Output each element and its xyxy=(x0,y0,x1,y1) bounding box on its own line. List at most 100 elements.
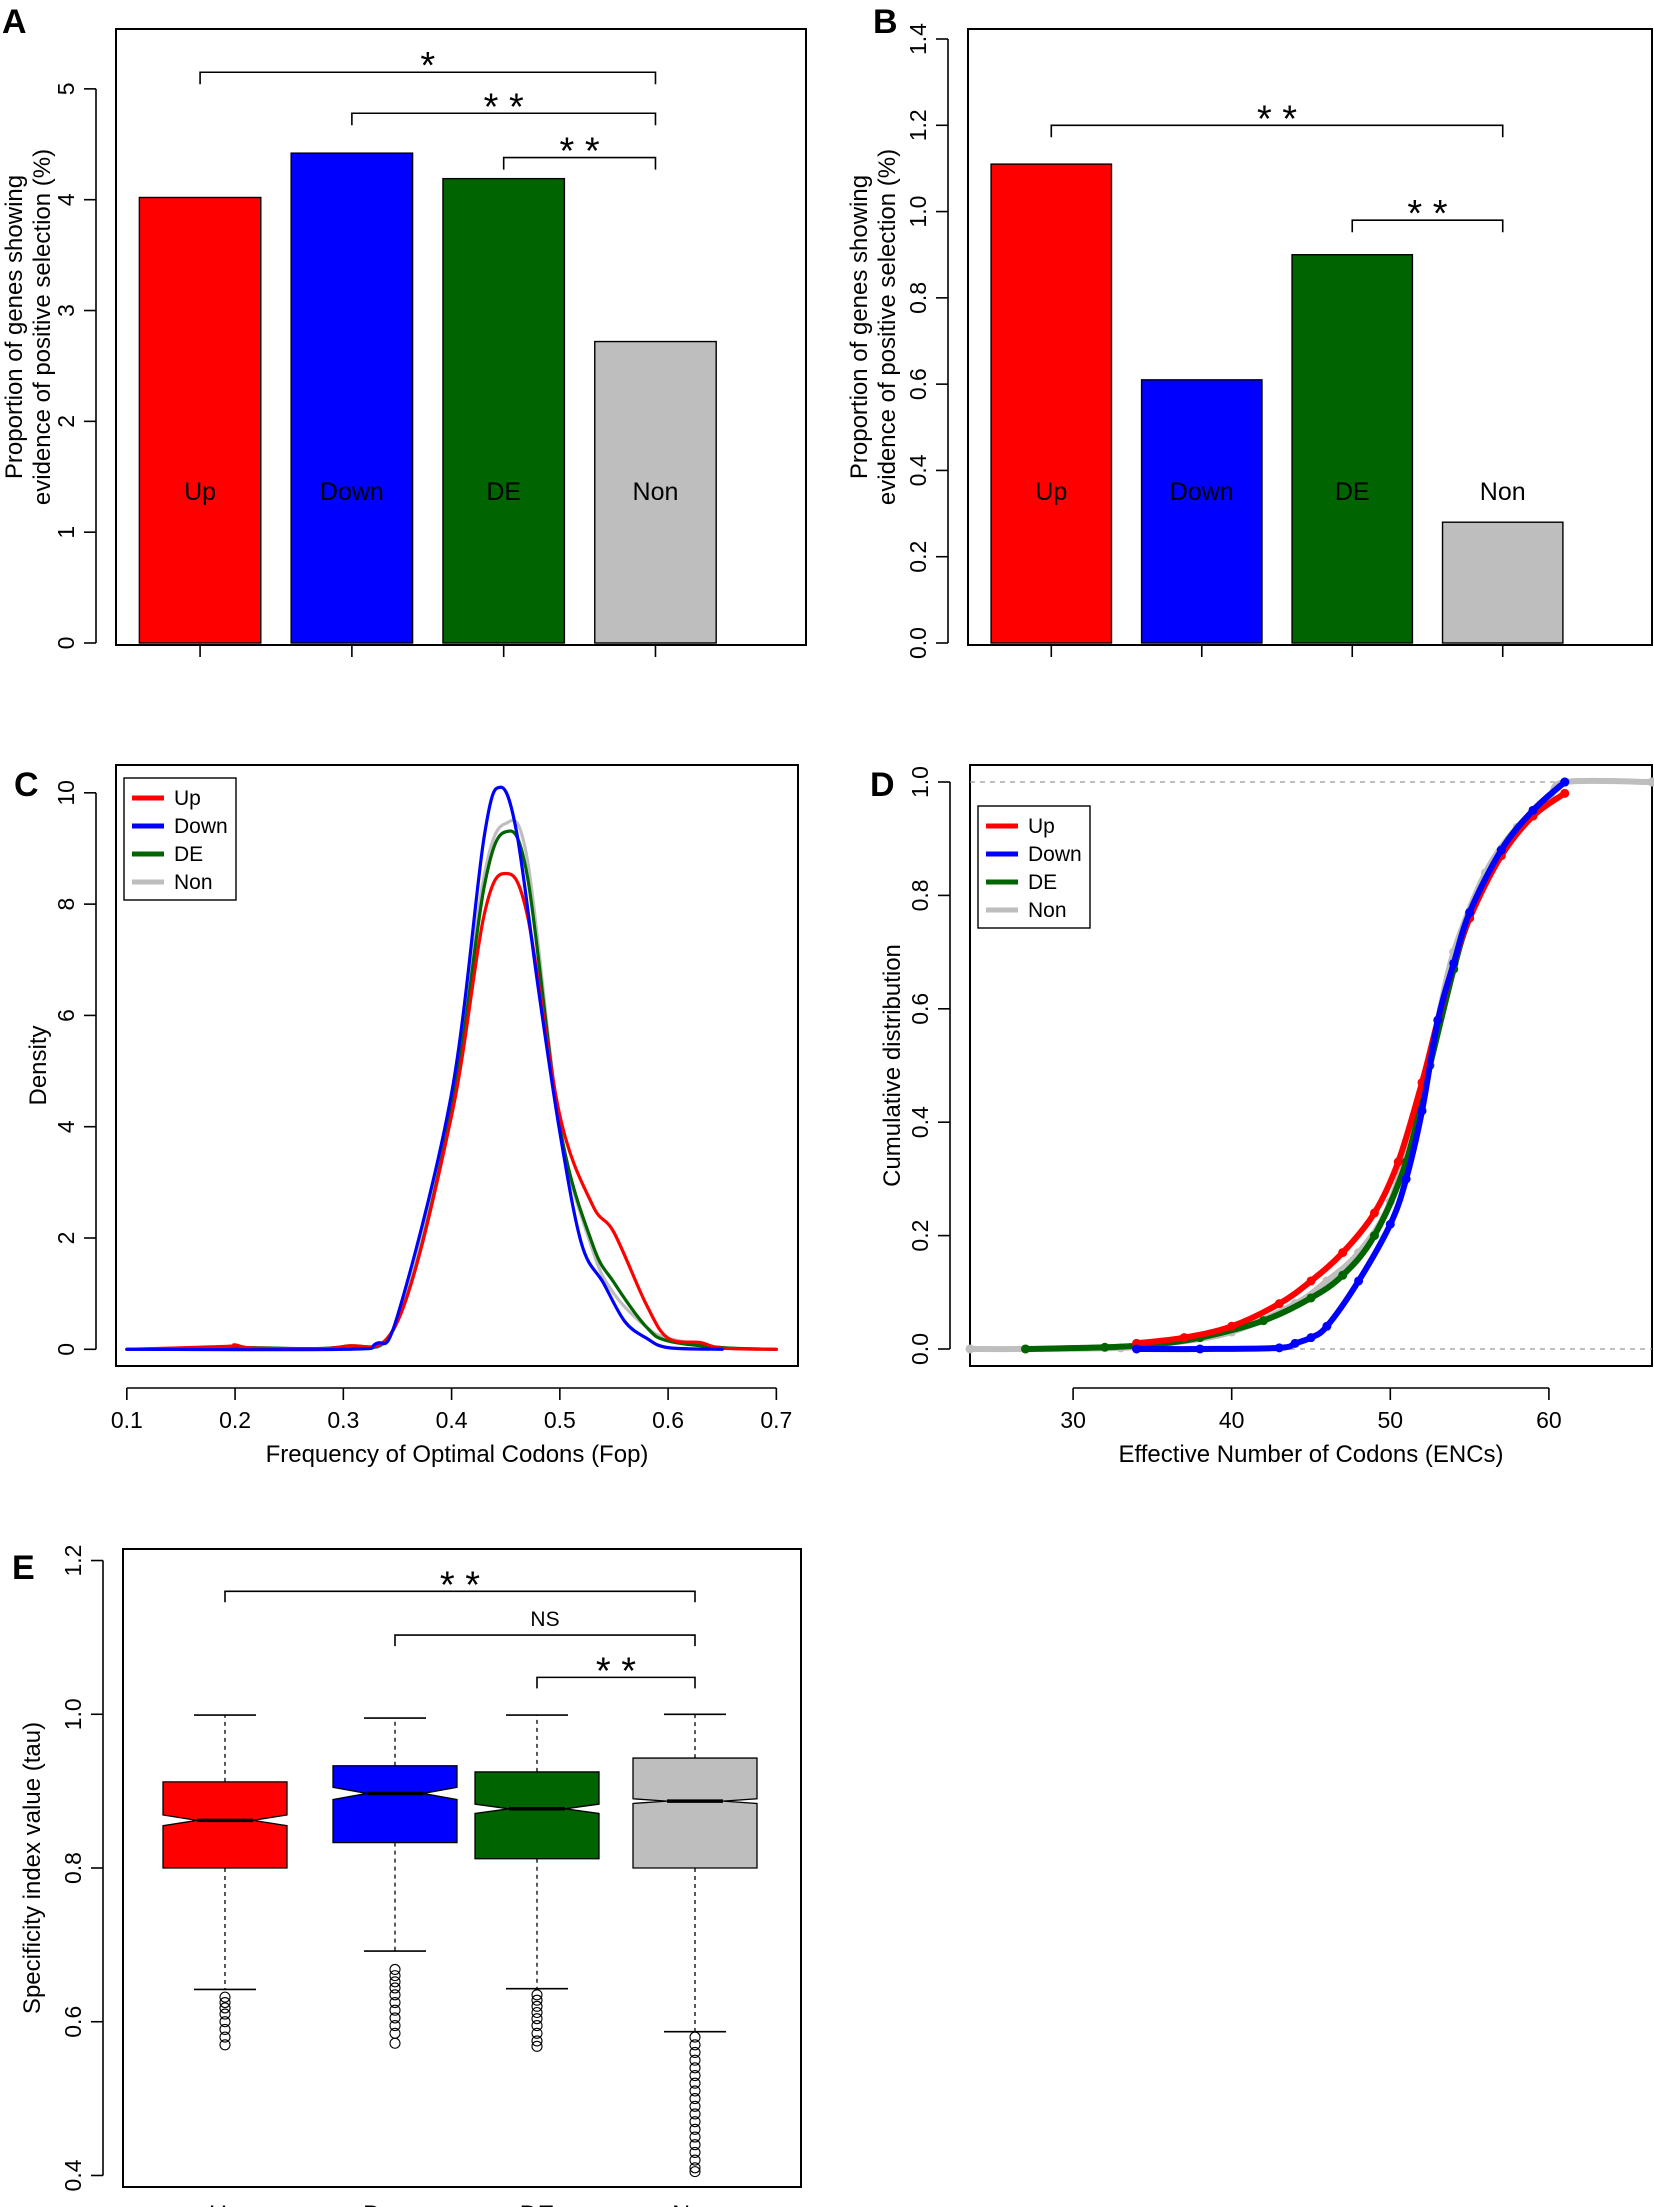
d-series-down xyxy=(1133,779,1568,1353)
bar-non xyxy=(1441,521,1564,644)
e-outlier-down xyxy=(389,1996,401,2009)
e-outlier-up xyxy=(219,2002,231,2014)
a-comparison-bracket xyxy=(351,112,657,126)
e-outlier-up xyxy=(219,2016,231,2028)
d-series-de xyxy=(1022,779,1568,1352)
c-y-tick-label: 0 xyxy=(53,1343,79,1356)
d-point-de xyxy=(1369,1231,1379,1241)
bar-de xyxy=(442,177,566,644)
b-comparison-bracket xyxy=(1050,124,1504,138)
d-point-down xyxy=(1433,1015,1443,1025)
d-point-de xyxy=(1258,1316,1268,1326)
bar-down xyxy=(290,152,414,644)
e-significance-label: * * xyxy=(440,1564,480,1606)
b-panel-label: B xyxy=(873,3,898,41)
d-point-down xyxy=(1417,1106,1427,1116)
c-x-axis-title: Frequency of Optimal Codons (Fop) xyxy=(266,1441,649,1468)
d-point-up xyxy=(1560,788,1570,798)
e-significance-label: * * xyxy=(596,1650,636,1692)
e-outlier-non xyxy=(689,2166,701,2178)
c-y-tick-label: 2 xyxy=(53,1232,79,1245)
a-y-tick-label: 3 xyxy=(53,304,79,317)
e-outlier-down xyxy=(389,1970,401,1982)
a-category-label: Down xyxy=(320,478,384,506)
c-x-tick-label: 0.2 xyxy=(219,1407,251,1433)
b-category-label: DE xyxy=(1335,478,1370,506)
c-series-up xyxy=(125,871,778,1351)
e-box-down xyxy=(332,1765,458,1844)
d-point-up xyxy=(1369,1208,1379,1218)
b-y-tick-label: 0.6 xyxy=(905,368,931,400)
d-point-down xyxy=(1465,907,1475,917)
d-point-down xyxy=(1401,1174,1411,1184)
e-outlier-non xyxy=(689,2131,701,2143)
e-outlier-down xyxy=(389,2004,401,2016)
e-outlier-down xyxy=(389,1976,401,1988)
bar-de xyxy=(1291,254,1414,644)
d-legend-label: Non xyxy=(1028,899,1067,922)
d-point-non xyxy=(1647,777,1654,787)
e-outlier-non xyxy=(689,2154,701,2166)
e-category-label: Non xyxy=(672,2201,718,2207)
a-significance-label: * * xyxy=(484,86,524,128)
e-outlier-non xyxy=(689,2100,701,2112)
e-outlier-de xyxy=(531,2000,543,2012)
a-y-tick-label: 1 xyxy=(53,526,79,539)
d-x-tick-label: 30 xyxy=(1060,1407,1086,1433)
d-panel-label: D xyxy=(870,766,895,804)
d-x-axis-title: Effective Number of Codons (ENCs) xyxy=(1118,1441,1503,1468)
e-outlier-non xyxy=(689,2069,701,2082)
b-category-label: Down xyxy=(1170,478,1234,506)
e-outlier-non xyxy=(689,2039,701,2051)
d-point-down xyxy=(1385,1219,1395,1229)
d-point-down xyxy=(1290,1338,1300,1348)
e-outlier-up xyxy=(219,1996,231,2009)
e-y-tick-label: 1.2 xyxy=(60,1545,86,1577)
b-y-axis-title: evidence of positive selection (%) xyxy=(874,149,901,505)
e-outlier-non xyxy=(689,2108,701,2120)
c-y-tick-label: 4 xyxy=(53,1120,79,1133)
b-significance-label: * * xyxy=(1257,98,1297,140)
d-x-tick-label: 50 xyxy=(1378,1407,1404,1433)
c-panel-label: C xyxy=(14,766,39,804)
e-box-non xyxy=(632,1757,758,1869)
e-outlier-non xyxy=(689,2093,701,2105)
d-point-de xyxy=(1021,1344,1031,1354)
d-point-down xyxy=(1449,958,1459,968)
e-outlier-down xyxy=(389,2037,401,2049)
d-y-tick-label: 0.0 xyxy=(907,1333,933,1365)
d-point-down xyxy=(1306,1333,1316,1343)
a-category-label: Non xyxy=(633,478,679,506)
d-y-tick-label: 1.0 xyxy=(907,766,933,798)
d-point-de xyxy=(1100,1342,1110,1352)
e-outlier-non xyxy=(689,2085,701,2097)
a-y-axis-title: evidence of positive selection (%) xyxy=(29,149,56,505)
d-y-tick-label: 0.2 xyxy=(907,1220,933,1252)
e-outlier-non xyxy=(689,2046,701,2059)
e-outlier-de xyxy=(531,2035,543,2047)
e-outlier-de xyxy=(531,1994,543,2006)
a-significance-label: * xyxy=(420,45,435,87)
d-point-up xyxy=(1274,1299,1284,1309)
d-point-up xyxy=(1338,1248,1348,1258)
bar-up xyxy=(990,163,1113,644)
e-y-tick-label: 0.8 xyxy=(60,1852,86,1884)
e-outlier-non xyxy=(689,2123,701,2135)
d-legend-label: Down xyxy=(1028,843,1082,866)
d-x-tick-label: 40 xyxy=(1219,1407,1245,1433)
e-outlier-de xyxy=(531,2006,543,2019)
b-category-label: Up xyxy=(1035,478,1067,506)
a-y-tick-label: 0 xyxy=(53,637,79,650)
b-y-axis-title: Proportion of genes showing xyxy=(846,175,873,479)
d-point-up xyxy=(1393,1157,1403,1167)
c-x-tick-label: 0.3 xyxy=(327,1407,359,1433)
b-y-tick-label: 1.2 xyxy=(905,109,931,141)
c-y-tick-label: 8 xyxy=(53,898,79,911)
e-significance-label: NS xyxy=(530,1608,559,1631)
c-legend-label: Non xyxy=(174,871,213,894)
d-legend-label: DE xyxy=(1028,871,1057,894)
d-point-down xyxy=(1132,1344,1142,1354)
b-y-tick-label: 0.8 xyxy=(905,282,931,314)
d-y-tick-label: 0.8 xyxy=(907,879,933,911)
